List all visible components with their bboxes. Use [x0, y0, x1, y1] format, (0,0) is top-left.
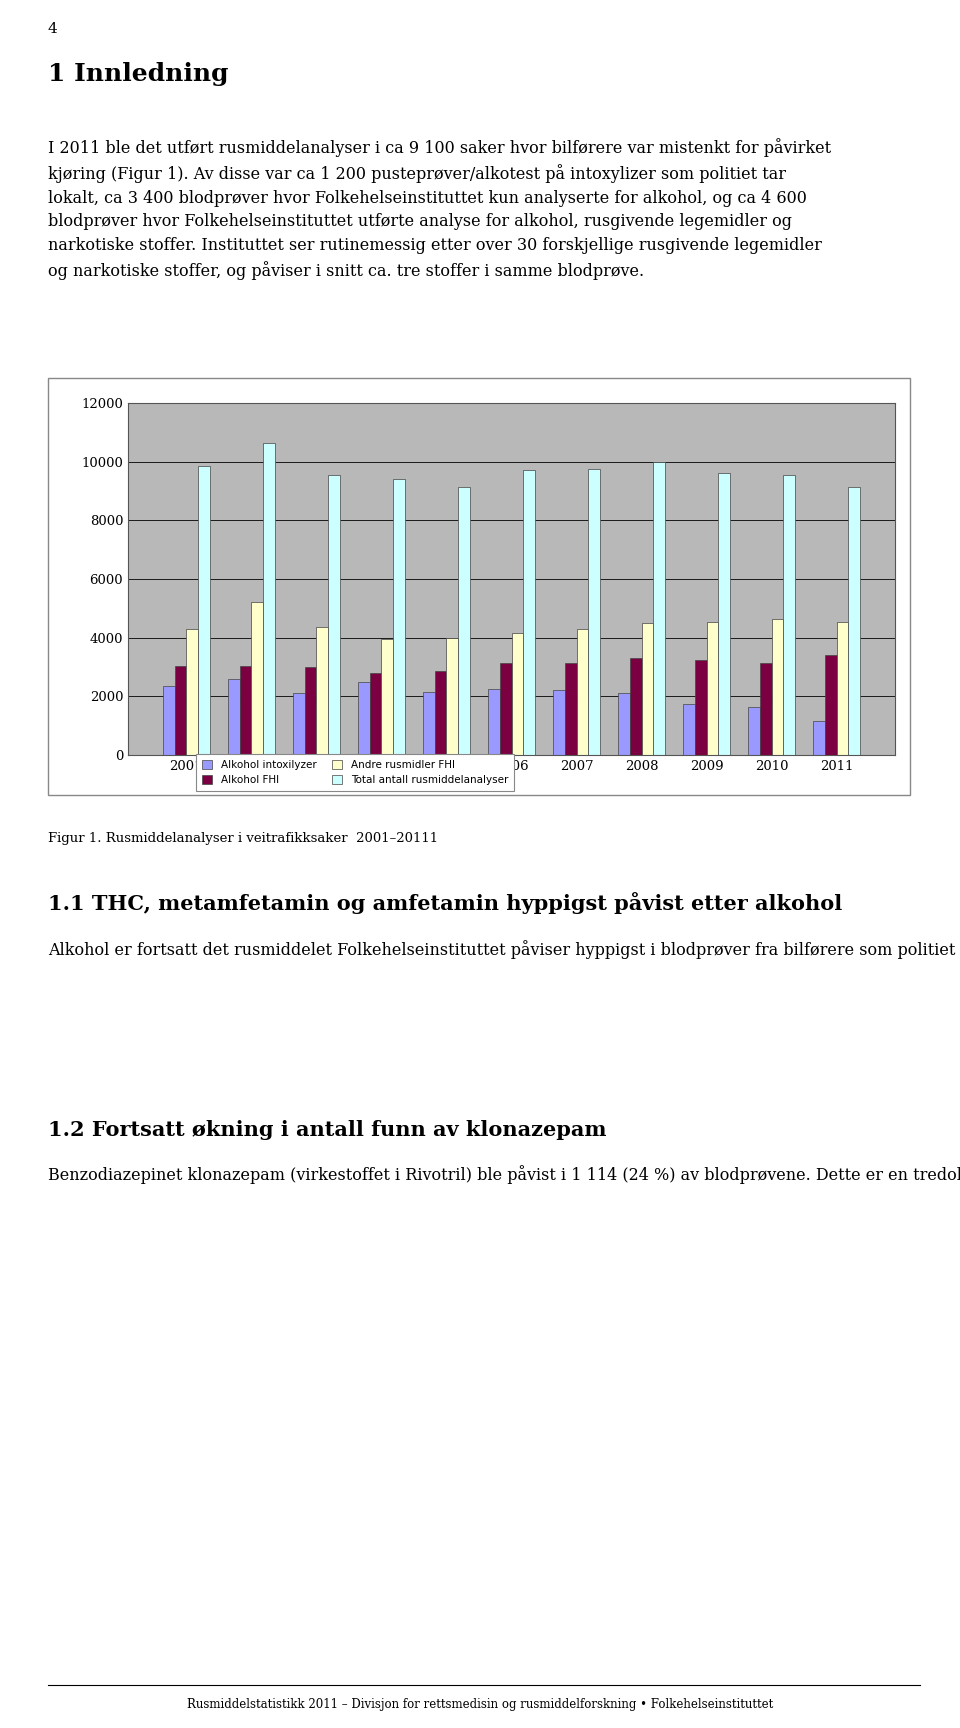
Bar	[423, 691, 435, 755]
Bar	[813, 721, 825, 755]
Bar	[458, 487, 469, 755]
Bar	[435, 672, 446, 755]
Bar	[849, 487, 860, 755]
Bar	[304, 667, 317, 755]
Bar	[748, 707, 760, 755]
Bar	[825, 655, 837, 755]
Text: 4: 4	[48, 22, 58, 36]
Text: Rusmiddelstatistikk 2011 – Divisjon for rettsmedisin og rusmiddelforskning • Fol: Rusmiddelstatistikk 2011 – Divisjon for …	[187, 1699, 773, 1711]
Bar	[488, 689, 500, 755]
Text: Figur 1. Rusmiddelanalyser i veitrafikksaker  2001–20111: Figur 1. Rusmiddelanalyser i veitrafikks…	[48, 831, 438, 845]
Bar	[553, 691, 564, 755]
Text: Benzodiazepinet klonazepam (virkestoffet i Rivotril) ble påvist i 1 114 (24 %) a: Benzodiazepinet klonazepam (virkestoffet…	[48, 1165, 960, 1184]
Bar	[588, 468, 600, 755]
Bar	[577, 629, 588, 755]
Bar	[175, 665, 186, 755]
Bar	[328, 475, 340, 755]
Bar	[564, 662, 577, 755]
Bar	[240, 665, 252, 755]
Bar	[228, 679, 240, 755]
Bar	[718, 473, 730, 755]
Bar	[641, 624, 654, 755]
Bar	[500, 662, 512, 755]
Bar	[684, 703, 695, 755]
Bar	[186, 629, 198, 755]
Text: 1 Innledning: 1 Innledning	[48, 62, 228, 86]
Legend: Alkohol intoxilyzer, Alkohol FHI, Andre rusmidler FHI, Total antall rusmiddelana: Alkohol intoxilyzer, Alkohol FHI, Andre …	[196, 753, 515, 791]
Bar	[163, 686, 175, 755]
Text: 1.1 THC, metamfetamin og amfetamin hyppigst påvist etter alkohol: 1.1 THC, metamfetamin og amfetamin hyppi…	[48, 892, 842, 914]
Bar	[293, 693, 304, 755]
Text: Alkohol er fortsatt det rusmiddelet Folkehelseinstituttet påviser hyppigst i blo: Alkohol er fortsatt det rusmiddelet Folk…	[48, 940, 960, 959]
Bar	[772, 619, 783, 755]
Text: 1.2 Fortsatt økning i antall funn av klonazepam: 1.2 Fortsatt økning i antall funn av klo…	[48, 1120, 607, 1140]
Bar	[370, 672, 381, 755]
Bar	[381, 639, 393, 755]
Bar	[695, 660, 707, 755]
Bar	[837, 622, 849, 755]
Bar	[512, 632, 523, 755]
Bar	[317, 627, 328, 755]
Text: I 2011 ble det utført rusmiddelanalyser i ca 9 100 saker hvor bilførere var mist: I 2011 ble det utført rusmiddelanalyser …	[48, 138, 831, 280]
Bar	[707, 622, 718, 755]
Bar	[358, 681, 370, 755]
Bar	[446, 638, 458, 755]
Bar	[654, 461, 665, 755]
Bar	[252, 603, 263, 755]
Bar	[263, 442, 275, 755]
Bar	[198, 467, 209, 755]
Bar	[783, 475, 795, 755]
Bar	[630, 658, 641, 755]
Bar	[523, 470, 535, 755]
Bar	[393, 479, 405, 755]
Bar	[760, 662, 772, 755]
Bar	[618, 693, 630, 755]
